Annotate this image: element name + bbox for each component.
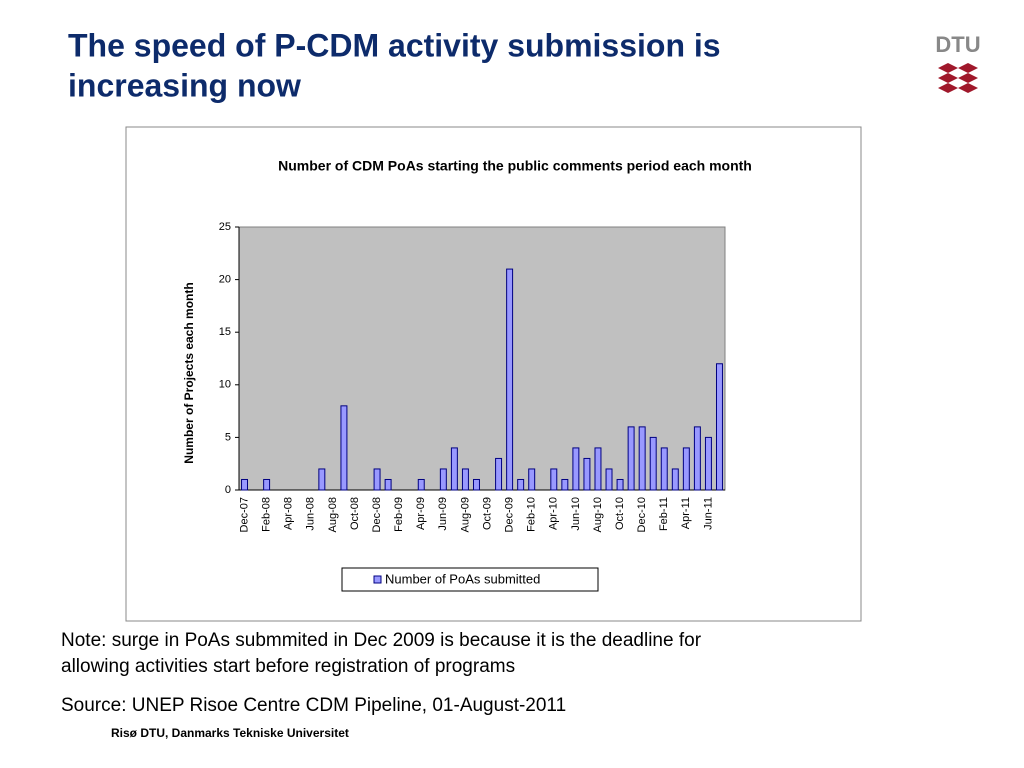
x-tick-label: Feb-08 <box>261 497 273 532</box>
bar <box>450 447 458 491</box>
y-tick-label: 25 <box>219 221 231 233</box>
x-tick-label: Aug-09 <box>459 497 471 532</box>
x-tick-label: Aug-10 <box>592 497 604 532</box>
bar <box>660 447 668 491</box>
bar <box>417 478 425 491</box>
bar <box>627 426 635 491</box>
source: Source: UNEP Risoe Centre CDM Pipeline, … <box>61 695 566 716</box>
bar <box>572 447 580 491</box>
legend-swatch <box>373 575 382 584</box>
y-tick-label: 0 <box>225 484 231 496</box>
bar <box>263 478 271 491</box>
bar <box>594 447 602 491</box>
bar <box>693 426 701 491</box>
logo: DTU <box>935 32 980 57</box>
bar <box>561 478 569 491</box>
bar <box>605 468 613 491</box>
bar <box>384 478 392 491</box>
bar <box>583 457 591 491</box>
bar <box>682 447 690 491</box>
bar <box>517 478 525 491</box>
bar <box>373 468 381 491</box>
x-tick-label: Feb-09 <box>393 497 405 532</box>
y-tick-label: 10 <box>219 379 231 391</box>
legend <box>341 567 599 592</box>
bar <box>340 405 348 491</box>
bar <box>241 478 249 491</box>
x-tick-label: Oct-08 <box>349 497 361 530</box>
x-tick-label: Jun-11 <box>702 497 714 530</box>
bar <box>671 468 679 491</box>
x-tick-label: Aug-08 <box>327 497 339 532</box>
bar <box>550 468 558 491</box>
slide-title: increasing now <box>68 67 301 103</box>
x-tick-label: Jun-09 <box>437 497 449 531</box>
logo-mark <box>938 63 978 93</box>
bar <box>638 426 646 491</box>
x-tick-label: Dec-10 <box>636 497 648 532</box>
bar <box>495 457 503 491</box>
bar <box>318 468 326 491</box>
x-tick-label: Feb-10 <box>526 497 538 532</box>
x-tick-label: Dec-07 <box>238 497 250 532</box>
note: Note: surge in PoAs submmited in Dec 200… <box>61 630 702 651</box>
x-tick-label: Oct-10 <box>614 497 626 530</box>
x-tick-label: Apr-09 <box>415 497 427 530</box>
y-axis-title: Number of Projects each month <box>182 282 196 463</box>
y-tick-label: 5 <box>225 431 231 443</box>
bar <box>472 478 480 491</box>
bar <box>715 363 723 491</box>
note: allowing activities start before registr… <box>61 656 515 677</box>
x-tick-label: Apr-08 <box>283 497 295 530</box>
bar <box>439 468 447 491</box>
bar <box>616 478 624 491</box>
x-tick-label: Dec-09 <box>504 497 516 532</box>
legend-label: Number of PoAs submitted <box>385 571 540 586</box>
x-tick-label: Feb-11 <box>658 497 670 531</box>
y-tick-label: 20 <box>219 274 231 286</box>
footer: Risø DTU, Danmarks Tekniske Universitet <box>111 726 349 740</box>
bar <box>528 468 536 491</box>
bar <box>506 268 514 491</box>
bar <box>649 436 657 491</box>
x-tick-label: Jun-08 <box>305 497 317 531</box>
x-tick-label: Jun-10 <box>570 497 582 531</box>
y-tick-label: 15 <box>219 326 231 338</box>
x-tick-label: Apr-10 <box>548 497 560 530</box>
bar <box>461 468 469 491</box>
x-tick-label: Apr-11 <box>680 497 692 529</box>
x-tick-label: Oct-09 <box>481 497 493 530</box>
x-tick-label: Dec-08 <box>371 497 383 532</box>
chart-title: Number of CDM PoAs starting the public c… <box>278 158 752 174</box>
slide-title: The speed of P-CDM activity submission i… <box>68 27 721 63</box>
bar <box>704 436 712 491</box>
